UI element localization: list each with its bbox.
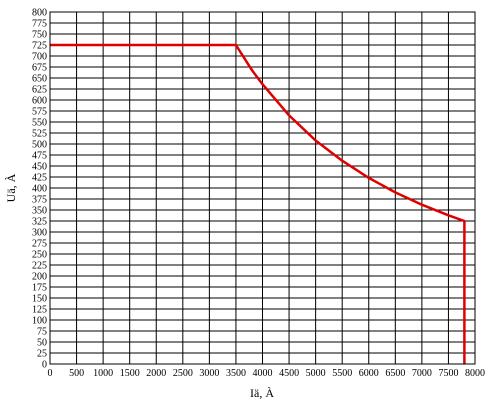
y-tick-label: 225: [32, 261, 47, 272]
y-tick-label: 125: [32, 305, 47, 316]
y-tick-labels: 0255075100125150175200225250275300325350…: [32, 8, 47, 371]
y-tick-label: 500: [32, 140, 47, 151]
x-tick-label: 0: [48, 368, 53, 379]
y-tick-label: 800: [32, 8, 47, 19]
y-tick-label: 550: [32, 118, 47, 129]
y-tick-label: 100: [32, 316, 47, 327]
y-tick-label: 700: [32, 52, 47, 63]
y-tick-label: 725: [32, 41, 47, 52]
x-tick-label: 1000: [93, 368, 113, 379]
y-tick-label: 475: [32, 151, 47, 162]
y-tick-label: 75: [37, 327, 47, 338]
x-tick-label: 2500: [173, 368, 193, 379]
y-tick-label: 600: [32, 96, 47, 107]
y-tick-label: 650: [32, 74, 47, 85]
x-tick-label: 6000: [359, 368, 379, 379]
y-tick-label: 175: [32, 283, 47, 294]
plot-frame: [49, 11, 476, 365]
x-axis-label: Iä, À: [250, 386, 274, 400]
x-tick-label: 4000: [253, 368, 273, 379]
x-tick-label: 3000: [199, 368, 219, 379]
y-tick-label: 25: [37, 349, 47, 360]
x-tick-label: 7500: [438, 368, 458, 379]
y-tick-label: 575: [32, 107, 47, 118]
grid: [49, 11, 476, 365]
y-tick-label: 275: [32, 239, 47, 250]
y-tick-label: 250: [32, 250, 47, 261]
y-tick-label: 0: [42, 360, 47, 371]
x-tick-label: 2000: [146, 368, 166, 379]
y-tick-label: 625: [32, 85, 47, 96]
x-tick-label: 4500: [279, 368, 299, 379]
y-tick-label: 325: [32, 217, 47, 228]
y-tick-label: 525: [32, 129, 47, 140]
y-tick-label: 675: [32, 63, 47, 74]
y-tick-label: 775: [32, 19, 47, 30]
x-tick-label: 8000: [465, 368, 485, 379]
y-axis-label: Uä, À: [4, 173, 18, 202]
series-layer: [50, 43, 466, 364]
x-tick-labels: 0 500 1000 1500 2000 2500 3000 3500 4000 4500 5000…: [48, 368, 486, 379]
y-tick-label: 50: [37, 338, 47, 349]
y-tick-label: 400: [32, 184, 47, 195]
y-tick-label: 200: [32, 272, 47, 283]
x-tick-label: 5000: [306, 368, 326, 379]
x-tick-label: 1500: [120, 368, 140, 379]
x-tick-label: 5500: [332, 368, 352, 379]
y-tick-label: 375: [32, 195, 47, 206]
x-tick-label: 7000: [412, 368, 432, 379]
y-tick-label: 300: [32, 228, 47, 239]
series-line: [50, 43, 466, 364]
x-tick-label: 6500: [385, 368, 405, 379]
y-tick-label: 350: [32, 206, 47, 217]
y-tick-label: 425: [32, 173, 47, 184]
y-tick-label: 450: [32, 162, 47, 173]
y-tick-label: 750: [32, 30, 47, 41]
x-tick-label: 3500: [226, 368, 246, 379]
y-tick-label: 150: [32, 294, 47, 305]
x-tick-label: 500: [69, 368, 84, 379]
